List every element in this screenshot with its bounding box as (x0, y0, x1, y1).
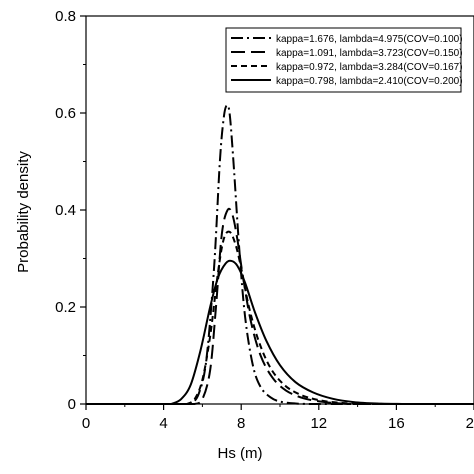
legend-label: kappa=0.972, lambda=3.284(COV=0.167) (276, 62, 463, 73)
legend-label: kappa=1.676, lambda=4.975(COV=0.100) (276, 34, 463, 45)
x-ticks: 0 4 8 12 16 20 (82, 404, 474, 432)
legend-box (225, 27, 462, 93)
series-line-2 (86, 207, 474, 405)
y-tick-label: 0.6 (55, 105, 76, 122)
series-line-3 (86, 230, 474, 405)
x-axis-title: Hs (m) (218, 445, 263, 462)
legend: kappa=1.676, lambda=4.975(COV=0.100) kap… (225, 27, 463, 93)
x-tick-label: 12 (310, 415, 327, 432)
y-tick-label: 0 (68, 396, 76, 413)
series-line-4 (86, 259, 474, 405)
y-tick-label: 0.4 (55, 202, 76, 219)
y-ticks: 0 0.2 0.4 0.6 0.8 (55, 8, 86, 413)
x-tick-label: 20 (466, 415, 474, 432)
x-tick-label: 0 (82, 415, 90, 432)
series-lines (86, 104, 474, 405)
y-tick-label: 0.2 (55, 299, 76, 316)
y-axis-title: Probability density (15, 151, 32, 273)
x-tick-label: 4 (159, 415, 167, 432)
series-line-1 (86, 104, 474, 405)
x-tick-label: 16 (388, 415, 405, 432)
legend-label: kappa=1.091, lambda=3.723(COV=0.150) (276, 48, 463, 59)
x-tick-label: 8 (237, 415, 245, 432)
legend-label: kappa=0.798, lambda=2.410(COV=0.200) (276, 76, 463, 87)
y-tick-label: 0.8 (55, 8, 76, 25)
